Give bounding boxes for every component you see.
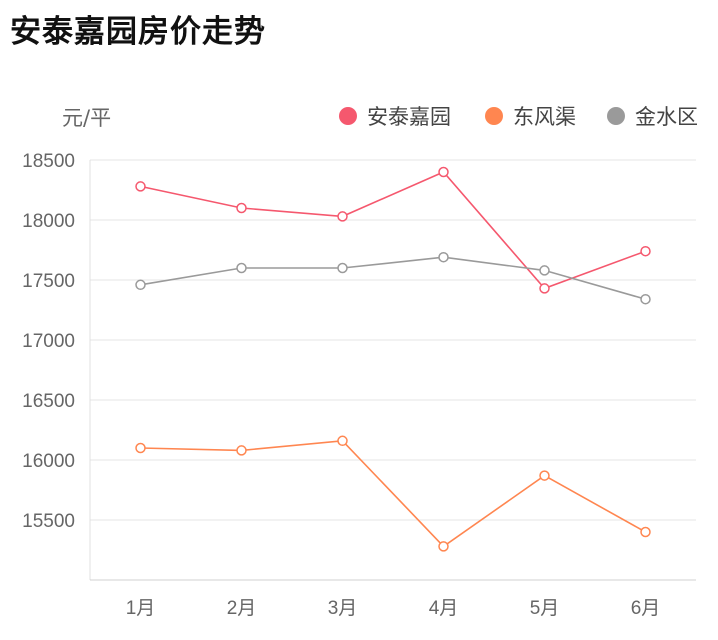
data-point	[337, 435, 348, 447]
data-point	[135, 442, 146, 454]
legend-label: 安泰嘉园	[367, 105, 451, 129]
legend-label: 金水区	[635, 105, 698, 129]
y-tick-label: 18500	[22, 151, 75, 172]
series-line	[140, 171, 646, 290]
y-tick-label: 16000	[22, 451, 75, 472]
series-line	[140, 439, 646, 548]
legend-marker	[607, 107, 625, 125]
legend-marker	[485, 107, 503, 125]
data-point	[236, 202, 247, 214]
y-tick-label: 17500	[22, 271, 75, 292]
data-point	[438, 251, 449, 263]
x-tick-label: 6月	[631, 598, 661, 619]
data-point	[337, 211, 348, 222]
data-point	[438, 166, 449, 178]
x-tick-label: 5月	[530, 598, 560, 619]
data-point	[539, 470, 550, 481]
data-point	[337, 262, 348, 274]
y-tick-label: 17000	[22, 331, 75, 352]
chart-title: 安泰嘉园房价走势	[10, 14, 266, 50]
y-tick-label: 16500	[22, 391, 75, 412]
x-tick-label: 1月	[126, 598, 156, 619]
data-point	[236, 262, 247, 274]
data-point	[539, 265, 550, 276]
data-point	[640, 293, 651, 305]
y-tick-label: 15500	[22, 511, 75, 532]
x-tick-label: 4月	[429, 598, 459, 619]
legend-marker	[339, 107, 357, 125]
series-line	[140, 256, 646, 300]
data-point	[640, 526, 651, 538]
legend-label: 东风渠	[513, 105, 576, 129]
y-tick-label: 18000	[22, 211, 75, 232]
y-axis-unit: 元/平	[62, 106, 111, 130]
data-point	[236, 445, 247, 456]
data-point	[640, 245, 651, 257]
x-tick-label: 3月	[328, 598, 358, 619]
data-point	[438, 541, 449, 552]
data-point	[135, 181, 146, 192]
data-point	[135, 279, 146, 291]
x-tick-label: 2月	[227, 598, 257, 619]
data-point	[539, 283, 550, 294]
